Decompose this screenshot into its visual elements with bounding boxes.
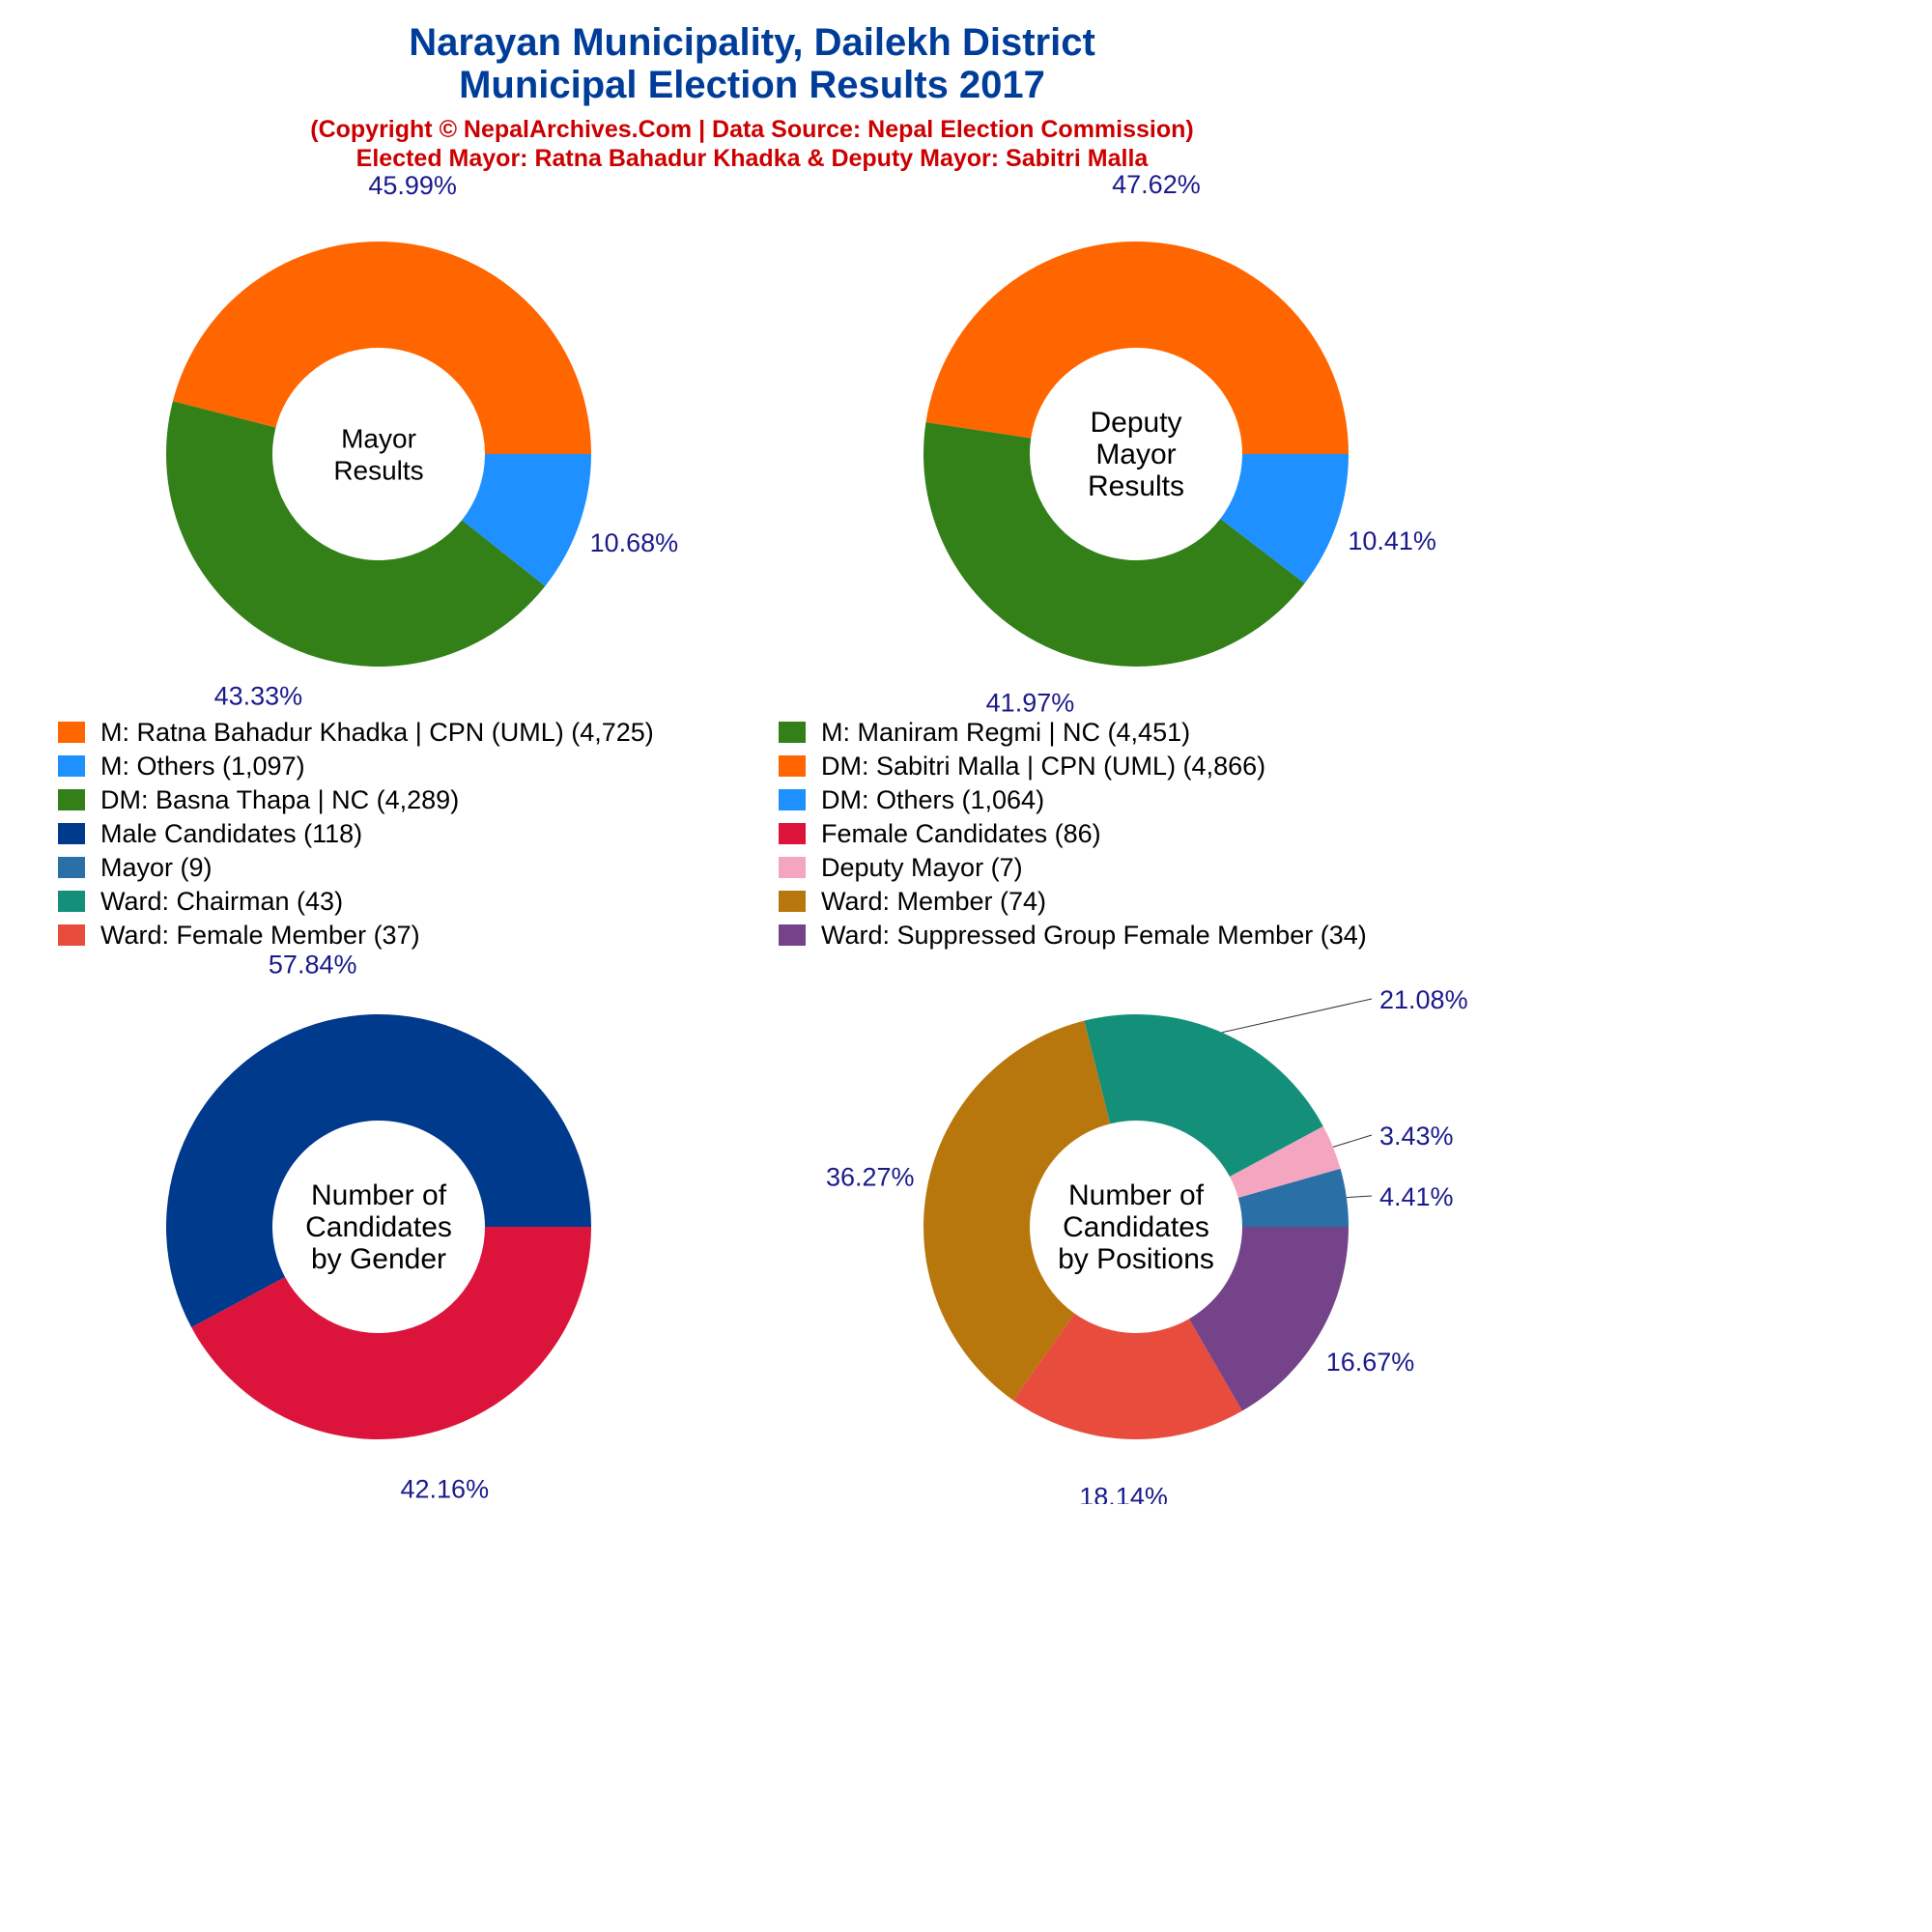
pie-slice xyxy=(166,401,546,667)
legend-swatch xyxy=(779,891,806,912)
chart-title-line-2: Municipal Election Results 2017 xyxy=(459,64,1045,106)
legend-label: Mayor (9) xyxy=(100,852,213,882)
legend-label: Male Candidates (118) xyxy=(100,818,363,848)
donut-center-label: Mayor xyxy=(341,424,416,454)
legend-swatch xyxy=(779,924,806,946)
donut-center-label: by Positions xyxy=(1058,1243,1214,1275)
slice-percent-label: 45.99% xyxy=(368,171,457,200)
label-leader-line xyxy=(1332,1134,1373,1148)
legend-swatch xyxy=(779,789,806,810)
slice-percent-label: 10.68% xyxy=(590,528,679,557)
donut-center-label: Number of xyxy=(311,1179,447,1211)
legend-item: Mayor (9) xyxy=(58,852,213,883)
slice-percent-label: 36.27% xyxy=(826,1163,915,1192)
pie-slice xyxy=(1189,1227,1349,1411)
legend-label: M: Ratna Bahadur Khadka | CPN (UML) (4,7… xyxy=(100,717,654,747)
chart-subtitle-elected: Elected Mayor: Ratna Bahadur Khadka & De… xyxy=(355,145,1149,172)
legend-swatch xyxy=(58,722,85,743)
legend-swatch xyxy=(779,755,806,777)
legend-label: Female Candidates (86) xyxy=(821,818,1101,848)
donut-center-label: Results xyxy=(333,456,423,486)
legend-item: DM: Sabitri Malla | CPN (UML) (4,866) xyxy=(779,751,1265,781)
legend-item: Ward: Suppressed Group Female Member (34… xyxy=(779,920,1367,951)
pie-slice xyxy=(1229,1125,1341,1198)
legend-swatch xyxy=(58,823,85,844)
legend-swatch xyxy=(58,857,85,878)
legend-item: M: Ratna Bahadur Khadka | CPN (UML) (4,7… xyxy=(58,717,654,748)
pie-slice xyxy=(1220,454,1349,583)
legend-item: DM: Basna Thapa | NC (4,289) xyxy=(58,784,459,815)
pie-slice xyxy=(191,1227,592,1439)
donut-center-label: Number of xyxy=(1068,1179,1205,1211)
pie-slice xyxy=(1012,1313,1242,1440)
legend-label: DM: Sabitri Malla | CPN (UML) (4,866) xyxy=(821,751,1266,781)
legend-label: DM: Others (1,064) xyxy=(821,784,1045,814)
donut-center-label: by Gender xyxy=(311,1243,446,1275)
slice-percent-label: 3.43% xyxy=(1379,1122,1454,1151)
legend-item: M: Maniram Regmi | NC (4,451) xyxy=(779,717,1190,748)
slice-percent-label: 18.14% xyxy=(1079,1483,1168,1504)
legend-label: Deputy Mayor (7) xyxy=(821,852,1023,882)
legend-label: DM: Basna Thapa | NC (4,289) xyxy=(100,784,460,814)
pie-slice xyxy=(1237,1168,1349,1227)
legend-item: Deputy Mayor (7) xyxy=(779,852,1023,883)
pie-slice xyxy=(1084,1014,1323,1177)
donut-charts: 45.99%43.33%10.68%MayorResults47.62%41.9… xyxy=(165,170,1468,1504)
slice-percent-label: 21.08% xyxy=(1379,985,1468,1014)
chart-subtitle-copyright: (Copyright © NepalArchives.Com | Data So… xyxy=(310,116,1194,143)
legend-swatch xyxy=(779,722,806,743)
pie-slice xyxy=(923,1020,1111,1401)
label-leader-line xyxy=(1346,1195,1373,1199)
legend-swatch xyxy=(58,891,85,912)
donut-center-label: Candidates xyxy=(305,1211,452,1243)
pie-slice xyxy=(923,422,1305,668)
legend-swatch xyxy=(779,823,806,844)
legend-swatch xyxy=(58,924,85,946)
slice-percent-label: 43.33% xyxy=(214,682,303,711)
slice-percent-label: 4.41% xyxy=(1379,1182,1454,1211)
donut-center-label: Results xyxy=(1088,470,1184,502)
legend-swatch xyxy=(58,789,85,810)
legend-item: M: Others (1,097) xyxy=(58,751,305,781)
donut-center-label: Deputy xyxy=(1090,407,1181,439)
slice-percent-label: 57.84% xyxy=(269,950,357,979)
legend-item: Ward: Female Member (37) xyxy=(58,920,420,951)
legend-item: Ward: Chairman (43) xyxy=(58,886,343,917)
donut-center-label: Mayor xyxy=(1095,439,1176,470)
legend-item: DM: Others (1,064) xyxy=(779,784,1044,815)
legend-label: Ward: Female Member (37) xyxy=(100,920,420,950)
legend-item: Male Candidates (118) xyxy=(58,818,362,849)
donut-center-label: Candidates xyxy=(1063,1211,1209,1243)
legend-label: Ward: Member (74) xyxy=(821,886,1047,916)
legend-label: M: Maniram Regmi | NC (4,451) xyxy=(821,717,1191,747)
legend-label: M: Others (1,097) xyxy=(100,751,305,781)
slice-percent-label: 42.16% xyxy=(401,1475,490,1504)
pie-slice xyxy=(172,241,591,454)
legend-item: Female Candidates (86) xyxy=(779,818,1101,849)
pie-slice xyxy=(925,241,1349,454)
pie-slice xyxy=(165,1013,591,1328)
pie-slice xyxy=(462,454,591,586)
chart-title-line-1: Narayan Municipality, Dailekh District xyxy=(409,21,1095,64)
legend-swatch xyxy=(58,755,85,777)
infographic-page: Narayan Municipality, Dailekh District M… xyxy=(0,21,1504,1504)
slice-percent-label: 41.97% xyxy=(986,689,1075,718)
legend-swatch xyxy=(779,857,806,878)
legend: M: Ratna Bahadur Khadka | CPN (UML) (4,7… xyxy=(0,717,1504,968)
slice-percent-label: 16.67% xyxy=(1326,1348,1415,1377)
slice-percent-label: 47.62% xyxy=(1112,170,1201,199)
legend-label: Ward: Suppressed Group Female Member (34… xyxy=(821,920,1367,950)
label-leader-line xyxy=(1221,998,1373,1034)
legend-label: Ward: Chairman (43) xyxy=(100,886,344,916)
donut-chart-4: 4.41% 3.43% 21.08% 36.27% 18.14% 16.67% Number… xyxy=(826,985,1468,1504)
legend-item: Ward: Member (74) xyxy=(779,886,1046,917)
slice-percent-label: 10.41% xyxy=(1348,526,1436,555)
